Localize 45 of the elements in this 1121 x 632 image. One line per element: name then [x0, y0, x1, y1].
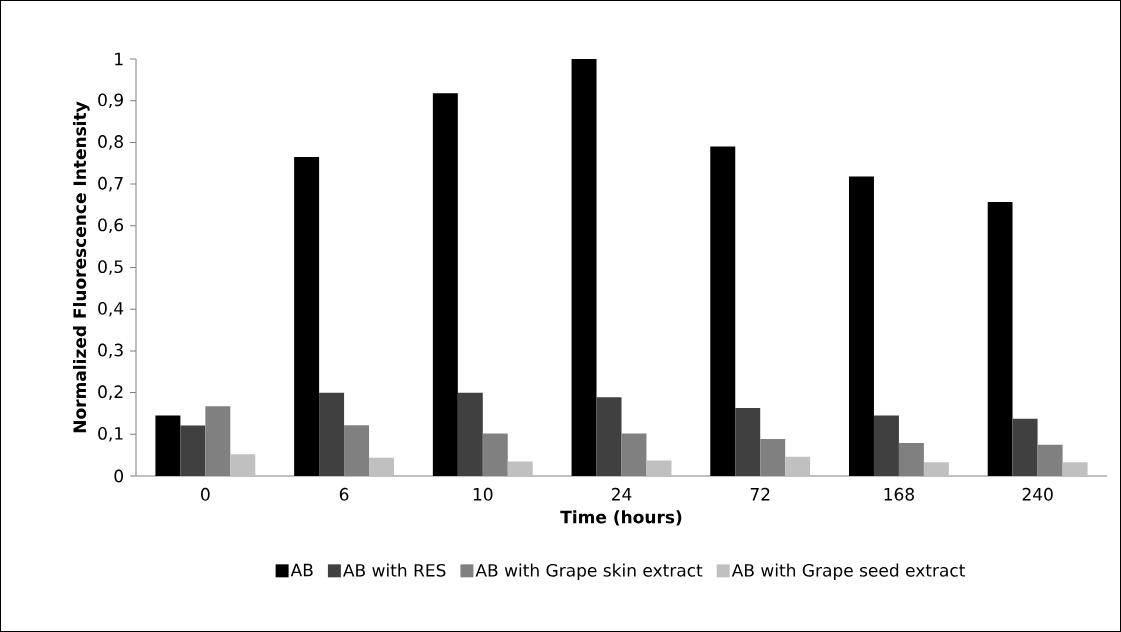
legend-label: AB with RES [343, 563, 446, 577]
x-tick-label: 10 [473, 487, 493, 501]
bar [735, 408, 761, 476]
bar [571, 58, 597, 476]
legend-label: AB with Grape skin extract [475, 563, 703, 581]
x-axis-title: Time (hours) [560, 510, 682, 526]
bar [923, 462, 949, 476]
y-tick-label: 0,6 [98, 218, 124, 234]
bar [596, 397, 622, 476]
bar [646, 460, 672, 476]
x-tick-label: 24 [611, 487, 632, 501]
x-tick-label: 0 [201, 487, 210, 501]
bar [180, 425, 206, 476]
bar [230, 454, 256, 476]
y-tick-label: 0,9 [98, 93, 123, 108]
legend-label: AB [290, 563, 313, 577]
x-tick-label: 72 [750, 487, 770, 501]
bar [457, 392, 483, 476]
bar [873, 415, 899, 476]
y-tick-label: 0,5 [98, 260, 123, 275]
y-tick-label: 0,1 [98, 426, 123, 442]
bar [319, 392, 345, 476]
x-tick-label: 240 [1022, 487, 1053, 501]
bar [849, 176, 874, 476]
x-tick-label: 6 [339, 487, 349, 501]
bar [987, 202, 1013, 476]
bar [294, 156, 320, 476]
y-tick-label: 1 [115, 52, 123, 66]
bar [1012, 418, 1038, 476]
y-tick-label: 0 [114, 469, 124, 483]
bar [432, 93, 458, 476]
y-tick-label: 0,8 [98, 135, 123, 150]
legend-label: AB with Grape seed extract [731, 563, 965, 581]
y-tick-label: 0,7 [98, 176, 123, 192]
bar [710, 146, 736, 476]
bar [1062, 462, 1088, 476]
y-tick-label: 0,4 [98, 301, 124, 317]
bar [785, 456, 811, 476]
bar [369, 457, 395, 476]
y-tick-label: 0,3 [98, 343, 123, 359]
bar [507, 461, 533, 476]
x-tick-label: 168 [884, 487, 914, 501]
y-tick-label: 0,2 [98, 385, 123, 400]
y-axis-title: Normalized Fluorescence Intensity [72, 101, 90, 433]
bar [155, 415, 181, 476]
